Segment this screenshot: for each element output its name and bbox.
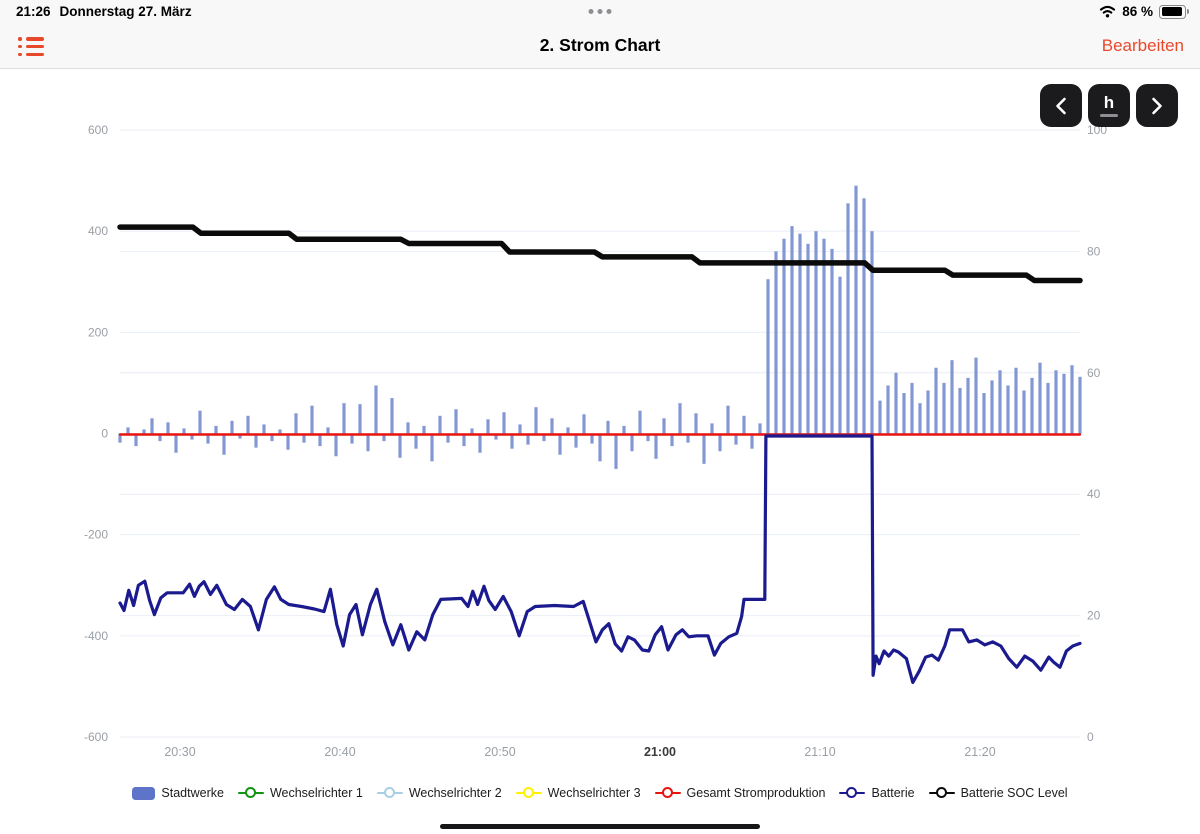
interval-label: h (1103, 93, 1115, 113)
axis-right-tick: 20 (1087, 609, 1101, 623)
previous-period-button[interactable] (1040, 84, 1082, 127)
axis-x-tick: 21:00 (644, 745, 676, 759)
legend-item[interactable]: Batterie SOC Level (928, 786, 1068, 800)
legend-bar-swatch-icon (132, 786, 156, 800)
legend-label: Batterie SOC Level (960, 786, 1068, 800)
chevron-left-icon (1056, 97, 1066, 114)
legend-line-marker-icon (654, 787, 681, 800)
legend-label: Stadtwerke (161, 786, 224, 800)
legend-label: Wechselrichter 2 (408, 786, 502, 800)
axis-left-tick: -400 (84, 629, 108, 643)
axis-x-labels: 20:30 20:40 20:50 21:00 21:10 21:20 (164, 745, 995, 759)
home-indicator[interactable] (440, 824, 760, 829)
status-bar: 21:26 Donnerstag 27. März 86 % (0, 0, 1200, 24)
chart-nav-buttons: h (1040, 84, 1178, 127)
multitasking-dots-icon[interactable] (588, 9, 612, 14)
series-batterie-soc-line (117, 224, 1083, 284)
top-chrome: 21:26 Donnerstag 27. März 86 % 2. Strom … (0, 0, 1200, 69)
legend-item[interactable]: Wechselrichter 3 (515, 786, 641, 800)
chevron-right-icon (1152, 97, 1162, 114)
legend-label: Wechselrichter 3 (547, 786, 641, 800)
legend-line-marker-icon (515, 787, 542, 800)
next-period-button[interactable] (1136, 84, 1178, 127)
axis-x-tick: 20:40 (324, 745, 355, 759)
navigation-bar: 2. Strom Chart Bearbeiten (0, 24, 1200, 68)
axis-x-tick: 21:10 (804, 745, 835, 759)
legend-label: Gesamt Stromproduktion (686, 786, 826, 800)
edit-button[interactable]: Bearbeiten (1101, 36, 1184, 55)
battery-percent: 86 % (1122, 4, 1153, 19)
legend-item[interactable]: Gesamt Stromproduktion (654, 786, 826, 800)
wifi-icon (1100, 5, 1116, 18)
status-time: 21:26 (16, 4, 51, 19)
legend-label: Wechselrichter 1 (269, 786, 363, 800)
interval-hour-button[interactable]: h (1088, 84, 1130, 127)
menu-list-icon[interactable] (18, 37, 44, 56)
status-date: Donnerstag 27. März (59, 4, 192, 19)
legend-item[interactable]: Batterie (839, 786, 915, 800)
axis-left-tick: -600 (84, 730, 108, 744)
legend-item[interactable]: Stadtwerke (132, 786, 224, 800)
axis-left-tick: -200 (84, 528, 108, 542)
axis-right-tick: 40 (1087, 487, 1101, 501)
axis-x-tick: 21:20 (964, 745, 995, 759)
interval-underline (1100, 114, 1118, 117)
legend-item[interactable]: Wechselrichter 1 (237, 786, 363, 800)
page-title: 2. Strom Chart (539, 35, 661, 55)
series-batterie-line (118, 434, 1082, 685)
legend-label: Batterie (871, 786, 915, 800)
legend-line-marker-icon (376, 787, 403, 800)
chart-legend: Stadtwerke Wechselrichter 1 Wechselrichter… (0, 786, 1200, 800)
axis-right-tick: 80 (1087, 244, 1101, 258)
axis-left-labels: 600 400 200 0 -200 -400 -600 (84, 123, 108, 744)
axis-left-tick: 400 (88, 224, 108, 238)
series-stadtwerke-bars (118, 185, 1082, 469)
axis-right-tick: 60 (1087, 366, 1101, 380)
battery-icon (1159, 4, 1189, 19)
axis-left-tick: 200 (88, 325, 108, 339)
legend-line-marker-icon (839, 787, 866, 800)
legend-item[interactable]: Wechselrichter 2 (376, 786, 502, 800)
legend-line-marker-icon (237, 787, 264, 800)
axis-x-tick: 20:30 (164, 745, 195, 759)
axis-right-tick: 0 (1087, 730, 1094, 744)
axis-left-tick: 600 (88, 123, 108, 137)
axis-x-tick: 20:50 (484, 745, 515, 759)
axis-left-tick: 0 (101, 427, 108, 441)
legend-line-marker-icon (928, 787, 955, 800)
